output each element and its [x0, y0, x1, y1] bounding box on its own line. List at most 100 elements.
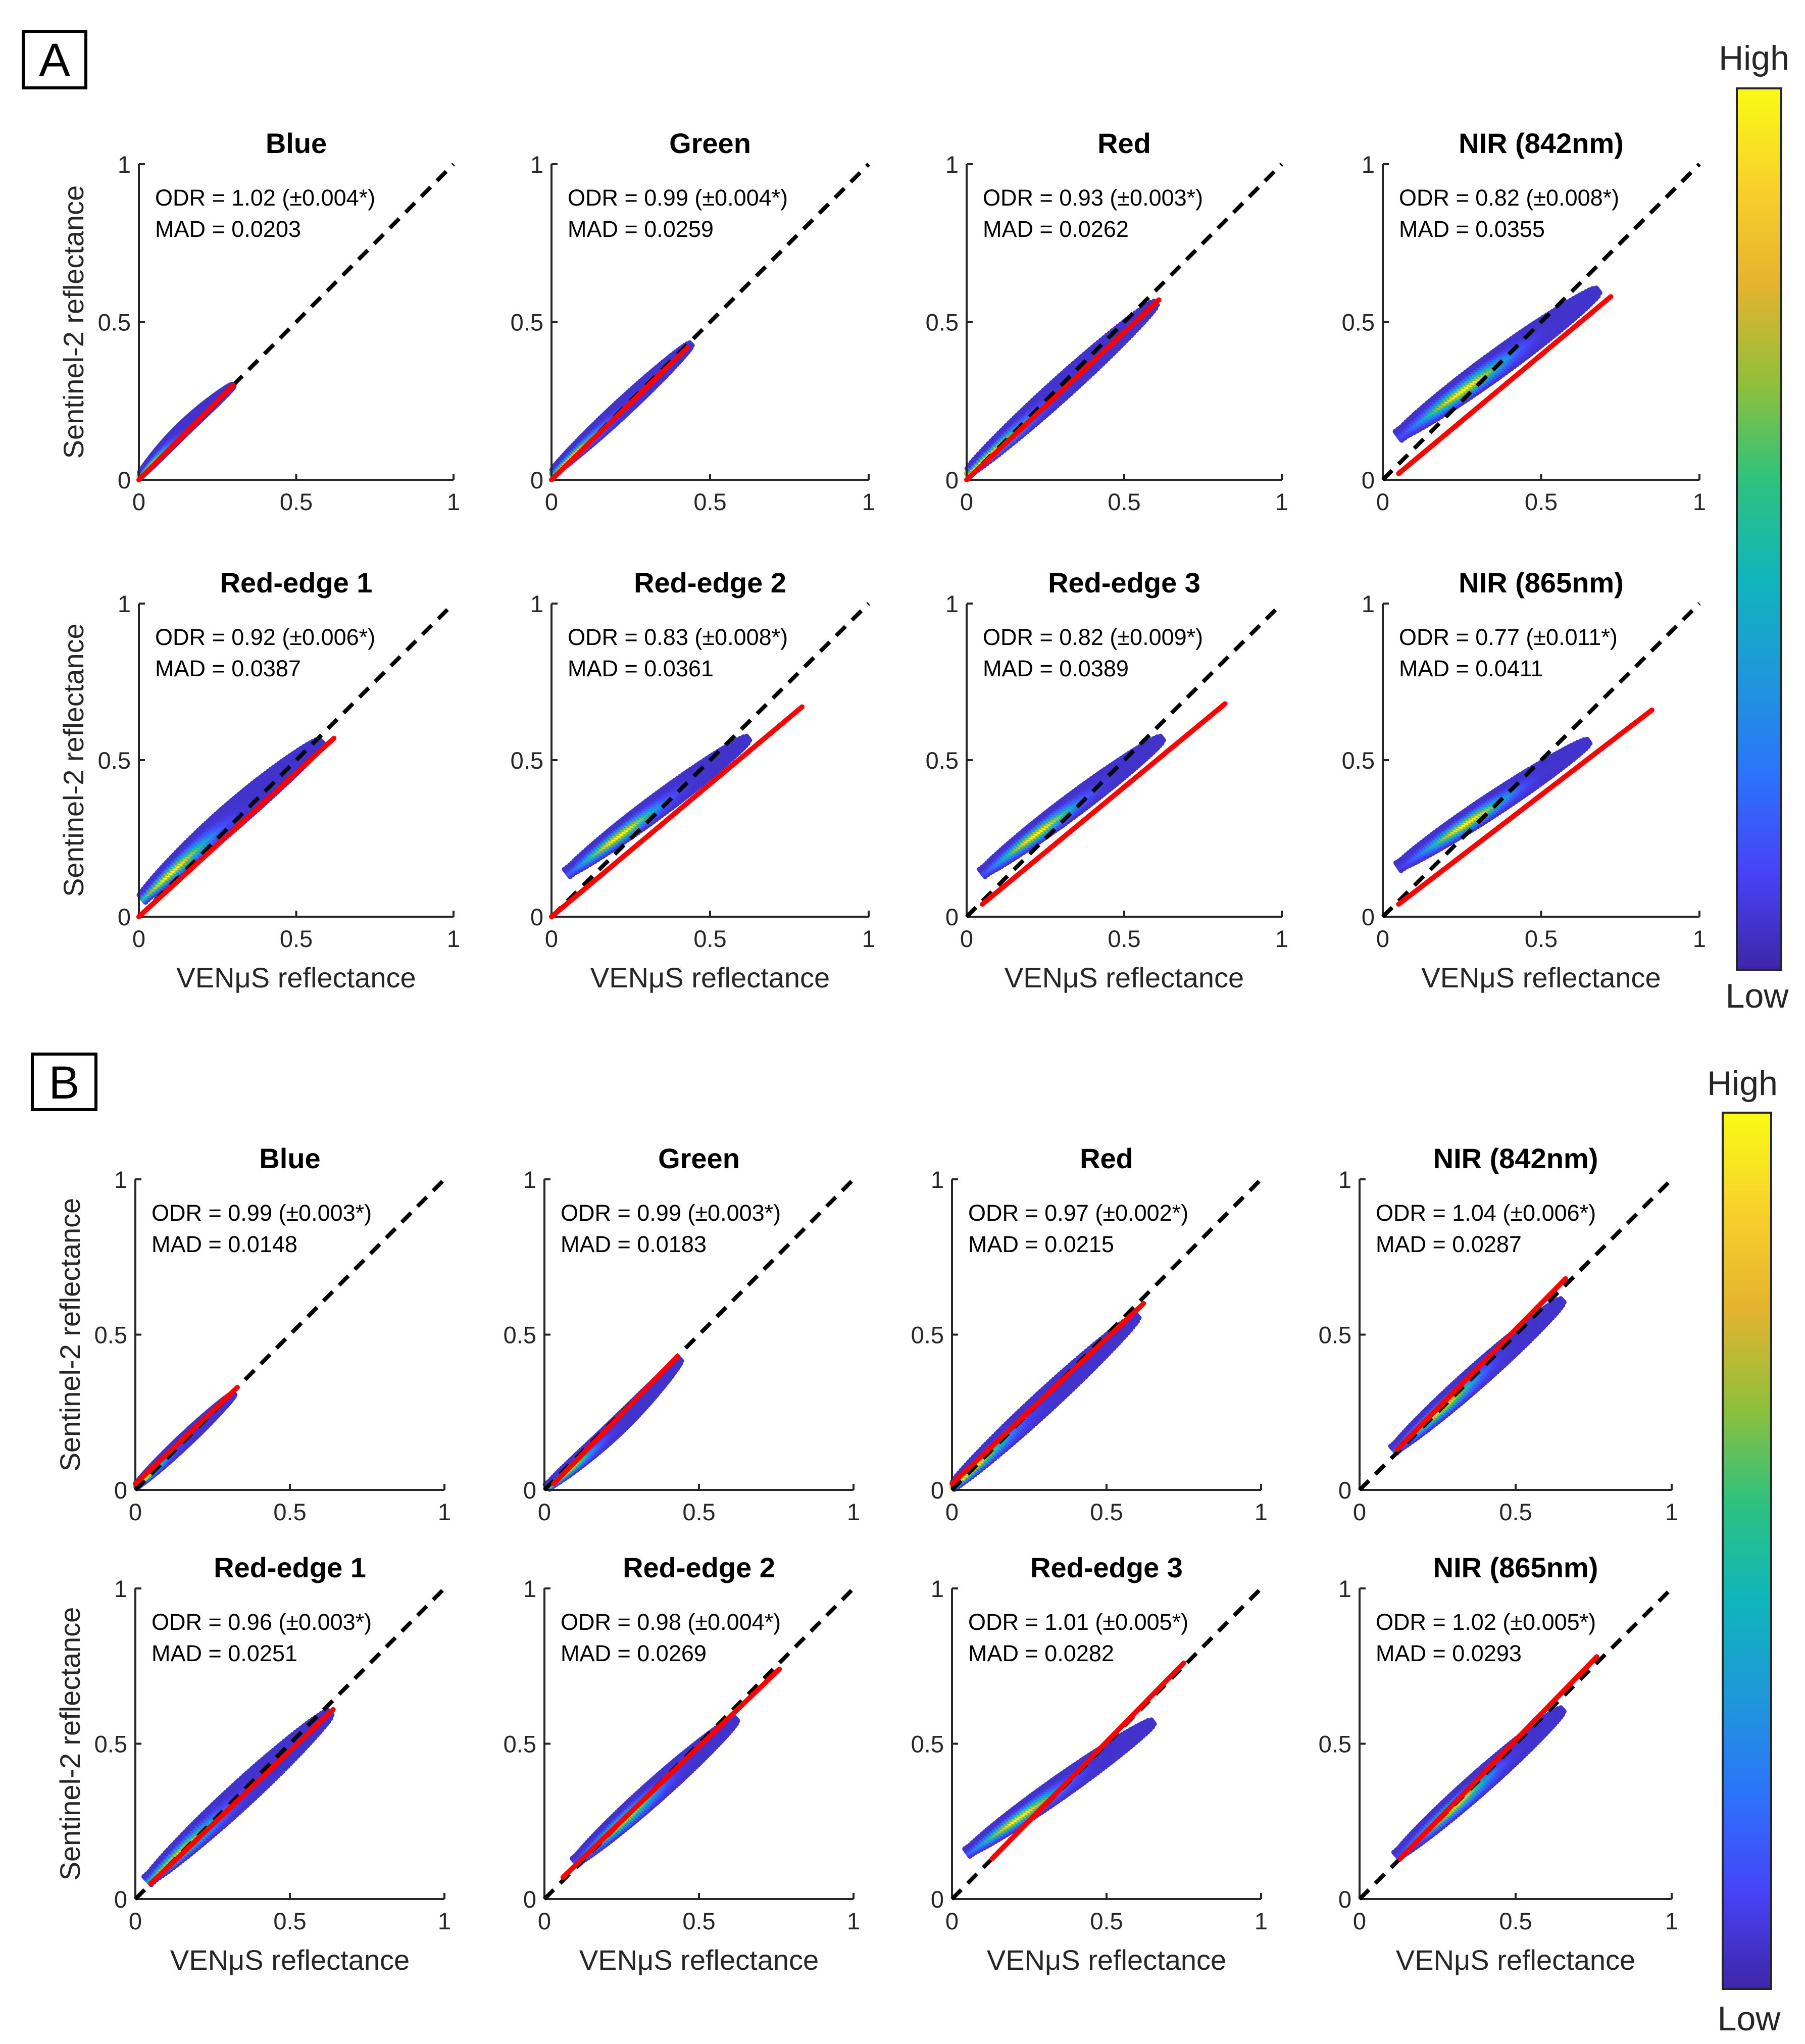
- plot-a-nir-842nm-x-tick-label: 0.5: [1525, 488, 1558, 515]
- colorbar-a-high-label: High: [1719, 39, 1789, 77]
- plot-a-green-density-point: [687, 340, 692, 345]
- plot-a-red-edge-3-x-tick-label: 1: [1275, 925, 1288, 952]
- plot-a-nir-842nm-odr-fit-line: [1396, 294, 1614, 476]
- plot-a-green-x-tick-label: 0.5: [693, 488, 726, 515]
- plot-a-red: 00 0.5 0.5 1 1 Red ODR = 0.93 (±0.003*) MAD = 0…: [926, 127, 1288, 515]
- plot-a-blue-odr-fit-line: [136, 382, 236, 482]
- plot-a-red-edge-3-x-axis-label: VENμS reflectance: [1005, 962, 1244, 993]
- plot-a-red-edge-1-odr-fit-line: [136, 735, 337, 919]
- plot-a-red-edge-2-title: Red-edge 2: [634, 567, 786, 599]
- panel-label-b-text: B: [48, 1057, 79, 1109]
- plot-a-red-edge-2-x-tick-label: 0.5: [693, 925, 726, 952]
- plot-a-blue-x-tick-label: 0: [132, 488, 145, 515]
- plot-a-red-edge-2-density-cloud: [562, 733, 753, 879]
- plot-a-red-odr-text: ODR = 0.93 (±0.003*): [983, 185, 1203, 211]
- plot-a-red-edge-3-density-cloud: [977, 733, 1166, 879]
- plot-a-nir-865nm-density-cloud: [1393, 736, 1593, 873]
- plot-a-red-edge-2-density-point: [744, 733, 749, 739]
- plot-a-nir-842nm-odr-text: ODR = 0.82 (±0.008*): [1399, 185, 1619, 211]
- plot-a-red-mad-text: MAD = 0.0262: [983, 216, 1129, 242]
- plot-a-red-edge-2-y-tick-label: 1: [530, 590, 543, 617]
- plot-a-blue-y-tick-label: 0.5: [98, 309, 131, 336]
- plot-a-red-y-tick-label: 1: [945, 151, 959, 178]
- plot-a-red-edge-2-y-tick-label: 0.5: [511, 747, 543, 774]
- plot-a-red-edge-3-mad-text: MAD = 0.0389: [983, 656, 1129, 681]
- plot-a-blue-mad-text: MAD = 0.0203: [155, 216, 301, 242]
- plot-a-red-edge-1-x-axis-label: VENμS reflectance: [176, 962, 416, 993]
- plot-a-red-x-tick-label: 0.5: [1108, 488, 1140, 515]
- plot-a-blue-title: Blue: [266, 127, 327, 159]
- colorbar-a-gradient: [1736, 87, 1782, 971]
- plot-a-green-x-tick-label: 1: [862, 488, 875, 515]
- plot-a-nir-842nm-y-tick-label: 0.5: [1342, 309, 1375, 336]
- colorbar-a: High Low: [1719, 39, 1789, 1015]
- plot-a-red-edge-2-mad-text: MAD = 0.0361: [568, 656, 714, 681]
- panel-label-b: B: [31, 1053, 97, 1111]
- plot-a-red-edge-2-odr-fit-line: [549, 704, 805, 919]
- panel-label-a-text: A: [39, 34, 70, 86]
- plot-a-nir-842nm-density-point: [1593, 285, 1599, 290]
- plot-a-red-edge-3-x-tick-label: 0: [960, 925, 973, 952]
- plot-a-red-edge-1-y-tick-label: 1: [118, 590, 131, 617]
- plot-a-green-y-tick-label: 0: [530, 467, 543, 493]
- plot-a-red-edge-3-y-tick-label: 0: [945, 904, 959, 930]
- plot-a-red-y-tick-label: 0.5: [926, 309, 959, 336]
- plot-a-red-edge-2-x-axis-label: VENμS reflectance: [590, 962, 830, 993]
- plot-a-red-x-tick-label: 1: [1275, 488, 1288, 515]
- plot-a-red-edge-1: 00 0.5 0.5 1 1 Red-edge 1 ODR = 0.92 (±0.006*)…: [58, 567, 460, 993]
- plot-a-blue-odr-text: ODR = 1.02 (±0.004*): [155, 185, 375, 211]
- plot-a-red-edge-1-density-cloud: [136, 736, 326, 905]
- plot-a-red-edge-3-y-tick-label: 1: [945, 590, 959, 617]
- plot-a-red-edge-3-odr-text: ODR = 0.82 (±0.009*): [983, 624, 1203, 650]
- plot-a-red-edge-1-y-axis-label: Sentinel-2 reflectance: [58, 623, 89, 897]
- plot-a-red-odr-fit-line: [964, 297, 1162, 482]
- plot-a-red-x-tick-label: 0: [960, 488, 973, 515]
- colorbar-b-high-label: High: [1707, 1064, 1778, 1103]
- plot-a-nir-842nm-y-tick-label: 0: [1362, 467, 1375, 493]
- plot-a-nir-842nm-identity-line: [1381, 163, 1701, 481]
- plot-a-green-x-tick-label: 0: [545, 488, 558, 515]
- plot-a-blue-y-tick-label: 1: [118, 151, 131, 178]
- plot-a-red-edge-2-x-tick-label: 1: [862, 925, 875, 952]
- plot-a-red-edge-3-density-point: [1158, 733, 1163, 739]
- plot-a-green-y-tick-label: 0.5: [511, 309, 543, 336]
- plot-a-red-edge-1-y-tick-label: 0: [118, 904, 131, 930]
- panel-label-b-box: [31, 1053, 97, 1111]
- plot-a-red-edge-2-identity-line: [550, 602, 870, 918]
- plot-a-red-edge-2-y-tick-label: 0: [530, 904, 543, 930]
- plot-a-red-edge-1-x-tick-label: 0.5: [280, 925, 313, 952]
- plot-a-red-y-tick-label: 0: [945, 467, 959, 493]
- panel-label-a-box: [22, 30, 87, 89]
- colorbar-b: High Low: [1707, 1064, 1781, 2038]
- plot-a-red-edge-3-odr-fit-line: [980, 701, 1228, 907]
- plot-a-red-edge-1-y-tick-label: 0.5: [98, 747, 131, 774]
- plot-a-nir-842nm-mad-text: MAD = 0.0355: [1399, 216, 1545, 242]
- colorbar-b-gradient: [1722, 1112, 1772, 1990]
- plot-a-blue-x-tick-label: 1: [447, 488, 460, 515]
- plot-a-blue-x-tick-label: 0.5: [280, 488, 313, 515]
- plot-a-red-title: Red: [1097, 127, 1151, 159]
- plot-a-red-edge-2-odr-text: ODR = 0.83 (±0.008*): [568, 624, 788, 650]
- plot-a-red-edge-1-x-tick-label: 0: [132, 925, 145, 952]
- plot-a-nir-842nm-title: NIR (842nm): [1459, 127, 1624, 159]
- plot-a-green-y-tick-label: 1: [530, 151, 543, 178]
- plot-a-nir-842nm-x-tick-label: 1: [1693, 488, 1706, 515]
- plot-a-blue-y-axis-label: Sentinel-2 reflectance: [58, 185, 89, 459]
- plot-a-green-odr-fit-line: [549, 344, 691, 482]
- plot-a-red-edge-1-odr-text: ODR = 0.92 (±0.006*): [155, 624, 375, 650]
- plot-a-red-edge-3-x-tick-label: 0.5: [1108, 925, 1140, 952]
- plot-a-green-mad-text: MAD = 0.0259: [568, 216, 714, 242]
- plot-a-green-odr-text: ODR = 0.99 (±0.004*): [568, 185, 788, 211]
- plot-a-nir-842nm-x-tick-label: 0: [1376, 488, 1389, 515]
- plot-a-green: 00 0.5 0.5 1 1 Green ODR = 0.99 (±0.004*) MAD =…: [511, 127, 875, 515]
- plot-a-red-edge-1-title: Red-edge 1: [220, 567, 373, 599]
- plot-a-green-title: Green: [669, 127, 751, 159]
- plot-a-red-edge-1-x-tick-label: 1: [447, 925, 460, 952]
